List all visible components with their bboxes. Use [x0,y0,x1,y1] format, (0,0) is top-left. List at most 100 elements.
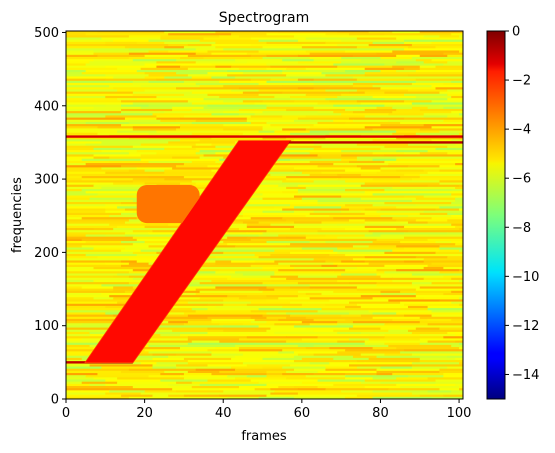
heatmap-cell [380,167,401,171]
heatmap-cell [384,189,452,192]
heatmap-cell [66,368,130,372]
heatmap-cell [451,215,463,218]
heatmap-cell [376,269,397,272]
heatmap-cell [144,390,177,394]
heatmap-cell [274,288,315,292]
heatmap-cell [427,106,444,110]
heatmap-cell [266,54,299,58]
heatmap-cell [305,342,366,346]
heatmap-cell [459,113,463,117]
heatmap-cell [411,82,444,86]
heatmap-cell [262,266,295,270]
heatmap-cell [187,43,213,47]
heatmap-cell [219,130,260,134]
plot-frame [65,30,464,400]
heatmap-cell [349,312,374,316]
heatmap-cell [105,74,150,78]
heatmap-cell [66,275,114,279]
heatmap-cell [132,386,193,389]
heatmap-cell [66,221,126,225]
y-tick-label: 0 [51,393,59,408]
heatmap-cell [262,282,299,285]
heatmap-cell [235,377,287,381]
heatmap-cell [282,128,307,132]
heatmap-cell [215,41,268,45]
heatmap-cell [293,119,311,123]
heatmap-cell [168,33,232,36]
heatmap-cell [290,227,323,231]
heatmap-cell [266,121,319,125]
heatmap-cell [419,316,463,320]
heatmap-cell [411,106,429,110]
heatmap-cell [404,117,421,121]
heatmap-cell [66,111,122,114]
heatmap-cell [246,117,299,121]
heatmap-cell [66,344,91,348]
heatmap-cell [364,362,413,365]
heatmap-cell [415,295,463,298]
heatmap-cell [66,124,122,127]
heatmap-cell [388,119,444,123]
heatmap-cell [93,106,142,110]
heatmap-cell [219,95,275,99]
heatmap-cell [246,119,295,123]
heatmap-cell [124,234,173,238]
heatmap-cell [325,303,358,307]
heatmap-cell [66,180,99,184]
heatmap-cell [121,260,138,264]
heatmap-cell [305,67,366,71]
heatmap-cell [235,344,299,348]
heatmap-cell [66,256,99,259]
heatmap-cell [388,344,452,348]
heatmap-cell [396,269,460,272]
heatmap-cell [266,394,299,398]
heatmap-cell [66,141,102,145]
heatmap-cell [356,165,389,168]
heatmap-cell [66,292,102,296]
heatmap-cell [282,46,303,49]
heatmap-cell [419,212,448,216]
heatmap-cell [400,121,463,125]
heatmap-cell [290,95,338,99]
heatmap-cell [168,43,189,47]
heatmap-cell [459,137,463,140]
heatmap-cell [364,126,433,130]
heatmap-cell [305,115,342,119]
heatmap-cell [309,152,374,155]
heatmap-cell [337,323,385,326]
heatmap-cell [356,100,405,104]
heatmap-cell [384,63,444,67]
heatmap-cell [156,130,220,134]
heatmap-cell [443,52,463,56]
heatmap-cell [66,156,95,160]
heatmap-cell [195,48,224,52]
heatmap-cell [113,182,146,186]
heatmap-cell [266,329,315,333]
heatmap-cell [156,152,197,155]
heatmap-cell [132,80,150,84]
heatmap-cell [274,331,338,335]
x-tick-label: 40 [215,406,232,421]
heatmap-cell [301,199,319,203]
heatmap-cell [66,173,130,177]
heatmap-cell [144,225,181,229]
heatmap-cell [317,336,385,339]
heatmap-cell [176,381,193,385]
heatmap-cell [258,234,279,238]
heatmap-cell [419,338,463,342]
heatmap-cell [411,282,433,285]
heatmap-cell [66,63,87,67]
heatmap-cell [266,312,287,316]
heatmap-cell [278,351,295,355]
heatmap-cell [183,163,244,166]
heatmap-cell [384,160,452,164]
heatmap-cell [376,282,413,285]
heatmap-cell [313,373,346,376]
heatmap-cell [187,286,216,290]
heatmap-cell [435,240,452,244]
heatmap-cell [345,375,409,378]
heatmap-cell [321,227,346,231]
heatmap-cell [404,314,433,318]
heatmap-cell [443,63,463,67]
colorbar-tick-label: −12 [512,319,539,334]
